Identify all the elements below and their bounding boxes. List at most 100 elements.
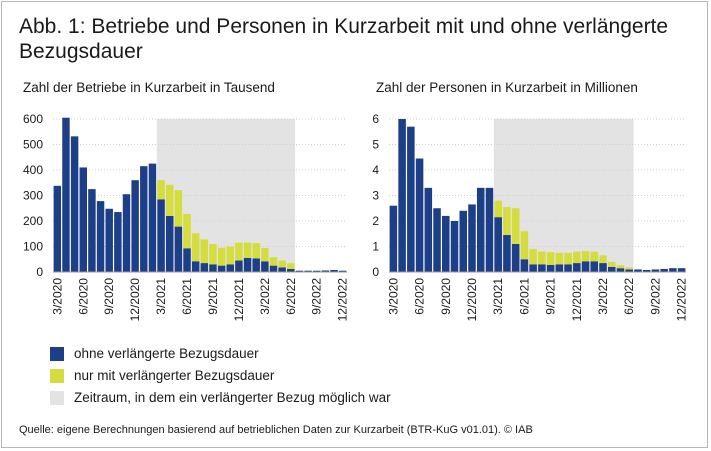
- chart-1-bar-ohne: [321, 270, 330, 272]
- chart-2-ytick-label: 1: [372, 240, 379, 254]
- chart-1-xtick-label: 12/2021: [232, 278, 246, 322]
- chart-1-bar-ohne: [62, 117, 70, 272]
- chart-1-bar-nur: [287, 263, 295, 269]
- chart-2-xtick-label: 3/2021: [491, 278, 505, 315]
- chart-1-bar-nur: [166, 184, 174, 216]
- chart-1-bar-nur: [269, 257, 278, 266]
- chart-1-xtick-label: 9/2020: [102, 278, 116, 315]
- chart-1-xtick-label: 3/2020: [50, 278, 64, 315]
- chart-1-bar-ohne: [330, 269, 338, 272]
- chart-1-xtick-label: 9/2022: [310, 278, 324, 315]
- chart-2-bar-ohne: [642, 269, 651, 272]
- legend-swatch-zeitraum: [50, 391, 64, 405]
- chart-2-bar-nur: [599, 255, 607, 264]
- chart-1-bar-ohne: [313, 270, 321, 272]
- chart-2-bar-ohne: [476, 187, 485, 272]
- chart-2-bar-nur: [503, 206, 511, 236]
- chart-2-bar-ohne: [538, 264, 546, 272]
- chart-2-bar-nur: [511, 208, 520, 244]
- chart-2-xtick-label: 9/2020: [439, 278, 453, 315]
- chart-2-ytick-label: 2: [372, 214, 379, 228]
- chart-1-bar-ohne: [183, 248, 191, 272]
- chart-2-xtick-label: 6/2020: [413, 278, 427, 315]
- chart-2-bar-ohne: [529, 264, 537, 272]
- legend-label-zeitraum: Zeitraum, in dem ein verlängerter Bezug …: [74, 390, 391, 405]
- chart-2-bar-nur: [590, 251, 599, 262]
- chart-1-bar-nur: [278, 260, 286, 268]
- chart-2-xtick-label: 6/2022: [622, 278, 636, 315]
- chart-2-bar-nur: [494, 200, 502, 218]
- chart-1-bar-ohne: [191, 261, 200, 272]
- chart-1-xtick-label: 3/2022: [258, 278, 272, 315]
- chart-2-bar-ohne: [590, 261, 599, 272]
- chart-2-bar-nur: [546, 252, 555, 265]
- chart-1-ytick-label: 400: [23, 163, 43, 177]
- chart-2-bar-ohne: [581, 261, 590, 272]
- chart-1-bar-ohne: [79, 167, 87, 272]
- chart-2-bar-ohne: [398, 119, 406, 272]
- legend-swatch-ohne: [50, 347, 64, 361]
- chart-1-bar-ohne: [304, 270, 312, 272]
- chart-2-xtick-label: 9/2022: [648, 278, 662, 315]
- chart-1-bar-ohne: [261, 261, 269, 272]
- legend-label-ohne: ohne verlängerte Bezugsdauer: [74, 346, 259, 361]
- chart-1-bar-ohne: [278, 267, 286, 272]
- chart-1-xtick-label: 3/2021: [154, 278, 168, 315]
- chart-1-bar-ohne: [157, 199, 165, 272]
- chart-1-bar-ohne: [209, 264, 217, 272]
- chart-2-bar-ohne: [442, 215, 450, 272]
- chart-1-bar-ohne: [295, 270, 304, 272]
- legend-label-nur: nur mit verlängerter Bezugsdauer: [74, 368, 275, 383]
- chart-2-bar-ohne: [555, 264, 564, 272]
- chart-1-bar-nur: [157, 180, 165, 200]
- chart-1-xtick-label: 9/2021: [206, 278, 220, 315]
- chart-1-bar-nur: [209, 243, 217, 265]
- chart-1-bar-ohne: [122, 194, 131, 272]
- chart-1-bar-nur: [252, 243, 260, 259]
- chart-1-bar-nur: [191, 233, 200, 262]
- chart-2-ytick-label: 4: [372, 163, 379, 177]
- chart-2-ytick-label: 0: [372, 265, 379, 279]
- chart-1-bar-ohne: [140, 166, 148, 272]
- chart-2-bar-ohne: [607, 266, 616, 272]
- chart-2-bar-nur: [607, 261, 616, 267]
- chart-2-bar-ohne: [407, 126, 415, 273]
- chart-1-bar-nur: [235, 242, 243, 261]
- chart-1-bar-ohne: [174, 226, 183, 272]
- chart-1-bar-ohne: [131, 180, 139, 272]
- chart-2-bar-ohne: [415, 158, 424, 272]
- figure-title: Abb. 1: Betriebe und Personen in Kurzarb…: [19, 15, 669, 63]
- chart-2-bar-ohne: [660, 268, 668, 272]
- chart-1-bar-ohne: [269, 265, 278, 272]
- chart-2-xtick-label: 12/2021: [570, 278, 584, 322]
- chart-2-title: Zahl der Personen in Kurzarbeit in Milli…: [376, 80, 638, 95]
- chart-2-xtick-label: 3/2020: [386, 278, 400, 315]
- chart-1-xtick-label: 6/2021: [180, 278, 194, 315]
- chart-1-ytick-label: 500: [23, 138, 43, 152]
- chart-1-bar-ohne: [200, 263, 209, 272]
- chart-2-bar-nur: [616, 265, 625, 269]
- chart-2-ytick-label: 5: [372, 138, 379, 152]
- chart-2-bar-ohne: [573, 263, 581, 272]
- chart-2-bar-ohne: [459, 210, 468, 272]
- chart-1-bar-ohne: [287, 268, 295, 272]
- chart-1-bar-ohne: [166, 215, 174, 272]
- chart-2-ytick-label: 3: [372, 189, 379, 203]
- chart-1-ytick-label: 0: [36, 265, 43, 279]
- chart-1-bar-ohne: [226, 264, 234, 272]
- chart-1-bar-nur: [226, 246, 234, 265]
- chart-1-title: Zahl der Betriebe in Kurzarbeit in Tause…: [23, 80, 275, 95]
- chart-2-bar-ohne: [564, 264, 572, 272]
- chart-1-bar-nur: [174, 190, 183, 227]
- chart-2-bar-ohne: [520, 259, 529, 272]
- chart-2-xtick-label: 6/2021: [517, 278, 531, 315]
- chart-2-bar-ohne: [599, 263, 607, 272]
- chart-1-bar-ohne: [88, 189, 96, 272]
- chart-2-bar-nur: [573, 251, 581, 264]
- chart-1-xtick-label: 12/2020: [128, 278, 142, 322]
- chart-1-ytick-label: 300: [23, 189, 43, 203]
- chart-1-bar-ohne: [243, 257, 252, 272]
- chart-1-bar-nur: [200, 239, 209, 264]
